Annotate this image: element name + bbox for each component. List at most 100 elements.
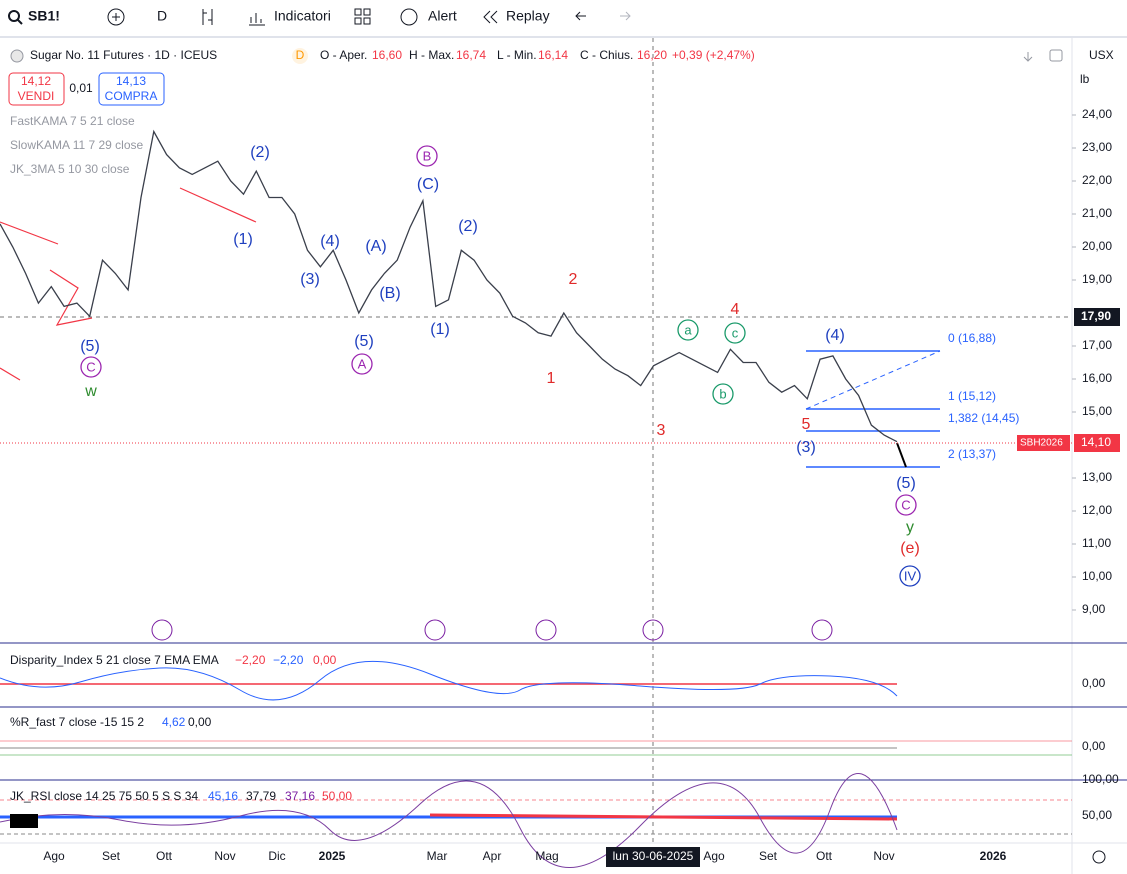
x-tick-label: Ott <box>156 849 173 863</box>
spread: 0,01 <box>69 81 93 95</box>
symbol[interactable]: SB1! <box>28 8 60 24</box>
overlay-label: FastKAMA 7 5 21 close <box>10 114 135 128</box>
pane-value: 4,62 <box>162 715 186 729</box>
price-line <box>0 129 898 443</box>
pane-axis-label: 100,00 <box>1082 772 1119 786</box>
replay-button[interactable]: Replay <box>506 8 550 24</box>
pane-title: %R_fast 7 close -15 15 2 <box>10 715 144 729</box>
wave-circle <box>677 319 699 341</box>
pane-value: −2,20 <box>273 653 304 667</box>
y-tick-label: 15,00 <box>1082 404 1112 418</box>
symbol-box <box>1017 435 1070 451</box>
overlay-label: JK_3MA 5 10 30 close <box>10 162 130 176</box>
wave-circle <box>416 145 438 167</box>
wave-label: 3 <box>657 422 666 439</box>
pane-value: 0,00 <box>188 715 212 729</box>
wave-label: (3) <box>300 271 320 288</box>
y-tick-label: 21,00 <box>1082 206 1112 220</box>
wave-label: (2) <box>250 144 270 161</box>
fib-level: 1 (15,12) <box>948 389 996 403</box>
interval[interactable]: D <box>157 8 167 24</box>
overlay-label: SlowKAMA 11 7 29 close <box>10 138 144 152</box>
y-tick-label: 24,00 <box>1082 107 1112 121</box>
pane-value: 45,16 <box>208 789 238 803</box>
pane-axis-label: 0,00 <box>1082 739 1106 753</box>
fib-level: 2 (13,37) <box>948 447 996 461</box>
wave-label: (B) <box>379 285 400 302</box>
currency[interactable]: USX <box>1089 48 1114 62</box>
wave-label: (e) <box>900 540 920 557</box>
disparity-pane: Disparity_Index 5 21 close 7 EMA EMA −2,… <box>0 653 1106 701</box>
buy-price: 14,13 <box>116 74 146 88</box>
crosshair-price: 17,90 <box>1081 309 1111 323</box>
sell-label: VENDI <box>18 89 55 103</box>
x-tick-label: Nov <box>214 849 235 863</box>
high-label: H - Max. <box>409 48 454 62</box>
cursor-date-box <box>606 847 700 867</box>
low-value: 16,14 <box>538 48 568 62</box>
wave-label: A <box>358 356 367 371</box>
wave-circle <box>80 356 102 378</box>
open-label: O - Aper. <box>320 48 367 62</box>
y-tick-label: 13,00 <box>1082 470 1112 484</box>
pane-title: Disparity_Index 5 21 close 7 EMA EMA <box>10 653 219 667</box>
pane-value: 0,00 <box>313 653 337 667</box>
x-tick-label: 2026 <box>980 849 1007 863</box>
indicators-button[interactable]: Indicatori <box>274 8 331 24</box>
wave-label: y <box>906 519 914 536</box>
wave-label: 5 <box>802 416 811 433</box>
wave-circle <box>351 353 373 375</box>
alert-button[interactable]: Alert <box>428 8 457 24</box>
close-label: C - Chius. <box>580 48 633 62</box>
x-tick-label: Ago <box>703 849 725 863</box>
y-tick-label: 10,00 <box>1082 569 1112 583</box>
wave-label: c <box>732 325 739 340</box>
buy-button[interactable] <box>98 72 165 106</box>
y-tick-label: 22,00 <box>1082 173 1112 187</box>
x-tick-label: Ago <box>43 849 65 863</box>
badge: D <box>296 48 305 62</box>
wave-circle <box>712 383 734 405</box>
rsi-pane: JK_RSI close 14 25 75 50 5 S S 34 45,16 … <box>0 773 1112 868</box>
change-value: +0,39 (+2,47%) <box>672 48 755 62</box>
wave-label: b <box>719 386 726 401</box>
trendlines <box>0 187 257 381</box>
wave-label: IV <box>904 568 917 583</box>
x-tick-label: Set <box>102 849 121 863</box>
wave-label: C <box>86 359 95 374</box>
x-tick-label: Ott <box>816 849 833 863</box>
buy-label: COMPRA <box>105 89 158 103</box>
sell-button[interactable] <box>8 72 65 106</box>
x-tick-label: 2025 <box>319 849 346 863</box>
last-symbol: SBH2026 <box>1020 438 1063 449</box>
pane-value: 37,16 <box>285 789 315 803</box>
wave-label: (5) <box>896 475 916 492</box>
wave-circle <box>895 494 917 516</box>
wave-label: (5) <box>354 333 374 350</box>
x-tick-label: Dic <box>268 849 285 863</box>
unit[interactable]: lb <box>1080 72 1090 86</box>
close-value: 16,20 <box>637 48 667 62</box>
y-tick-label: 16,00 <box>1082 371 1112 385</box>
wave-label: (4) <box>320 233 340 250</box>
x-tick-label: Mar <box>427 849 448 863</box>
low-label: L - Min. <box>497 48 537 62</box>
pct-r-pane: %R_fast 7 close -15 15 2 4,62 0,00 0,00 … <box>0 715 1119 786</box>
x-tick-label: Nov <box>873 849 894 863</box>
wave-circle <box>899 565 921 587</box>
high-value: 16,74 <box>456 48 486 62</box>
fib-level: 1,382 (14,45) <box>948 411 1019 425</box>
pane-axis-label: 0,00 <box>1082 676 1106 690</box>
y-tick-label: 11,00 <box>1082 536 1111 550</box>
cursor-date: lun 30-06-2025 <box>613 849 694 863</box>
y-tick-label: 23,00 <box>1082 140 1112 154</box>
wave-label: (1) <box>430 321 450 338</box>
wave-label: (2) <box>458 218 478 235</box>
pane-axis-label: 50,00 <box>1082 808 1112 822</box>
wave-label: (1) <box>233 231 253 248</box>
y-tick-label: 19,00 <box>1082 272 1112 286</box>
wave-label: C <box>901 497 910 512</box>
y-tick-label: 9,00 <box>1082 602 1106 616</box>
